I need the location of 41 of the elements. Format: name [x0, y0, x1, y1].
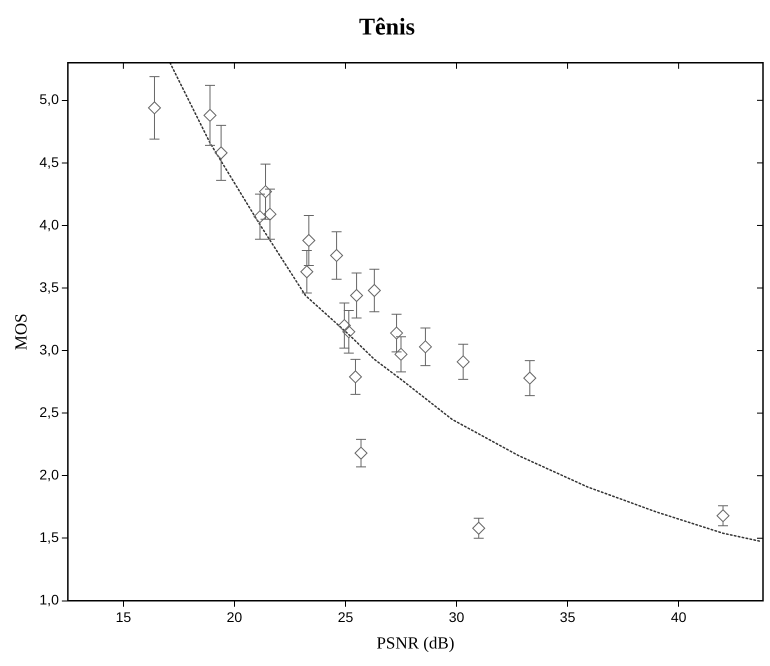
x-tick-label: 30 — [448, 609, 465, 626]
point — [259, 185, 272, 198]
y-tick-label: 3,5 — [39, 278, 60, 295]
point — [418, 340, 432, 354]
point — [342, 325, 356, 338]
y-tick-label: 2,0 — [39, 466, 60, 483]
point — [472, 522, 486, 535]
y-tick-label: 1,5 — [39, 529, 60, 546]
point — [263, 208, 276, 221]
point — [148, 101, 161, 114]
point — [350, 289, 364, 302]
y-tick-label: 3,0 — [39, 341, 60, 358]
point — [338, 319, 351, 332]
chart-title: Tênis — [358, 14, 416, 41]
point — [716, 509, 730, 522]
y-tick-label: 1,0 — [39, 592, 60, 608]
point — [390, 326, 404, 340]
y-tick-label: 4,5 — [39, 154, 60, 170]
y-tick-label: 2,5 — [39, 404, 60, 420]
line-series — [169, 62, 762, 542]
point — [354, 446, 368, 460]
point — [302, 234, 316, 247]
point — [300, 265, 314, 278]
point — [204, 108, 216, 122]
point — [348, 370, 362, 384]
x-tick-label: 35 — [560, 609, 576, 626]
y-axis-title: MOS — [12, 313, 31, 350]
x-tick-label: 20 — [226, 609, 242, 626]
x-tick-label: 25 — [338, 609, 354, 626]
y-tick-label: 4,0 — [39, 216, 60, 232]
point — [523, 372, 536, 385]
point — [330, 248, 344, 262]
point — [456, 355, 470, 368]
point — [214, 146, 228, 160]
x-tick-label: 40 — [670, 609, 687, 626]
point — [253, 210, 266, 224]
y-tick-label: 5,0 — [39, 91, 60, 108]
point — [368, 284, 381, 298]
point — [394, 348, 408, 361]
x-tick-label: 15 — [116, 609, 132, 626]
x-axis-title: PSNR (dB) — [376, 633, 454, 652]
